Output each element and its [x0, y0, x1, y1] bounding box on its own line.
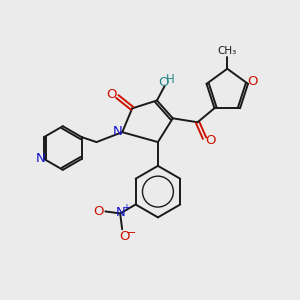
Text: O: O — [205, 134, 216, 147]
Text: O: O — [248, 75, 258, 88]
Text: +: + — [122, 203, 130, 214]
Text: O: O — [93, 205, 104, 218]
Text: N: N — [112, 125, 122, 138]
Text: CH₃: CH₃ — [218, 46, 237, 56]
Text: H: H — [165, 73, 174, 86]
Text: N: N — [115, 206, 125, 219]
Text: −: − — [126, 228, 136, 238]
Text: O: O — [159, 76, 169, 89]
Text: N: N — [36, 152, 46, 165]
Text: O: O — [106, 88, 117, 101]
Text: O: O — [119, 230, 129, 243]
